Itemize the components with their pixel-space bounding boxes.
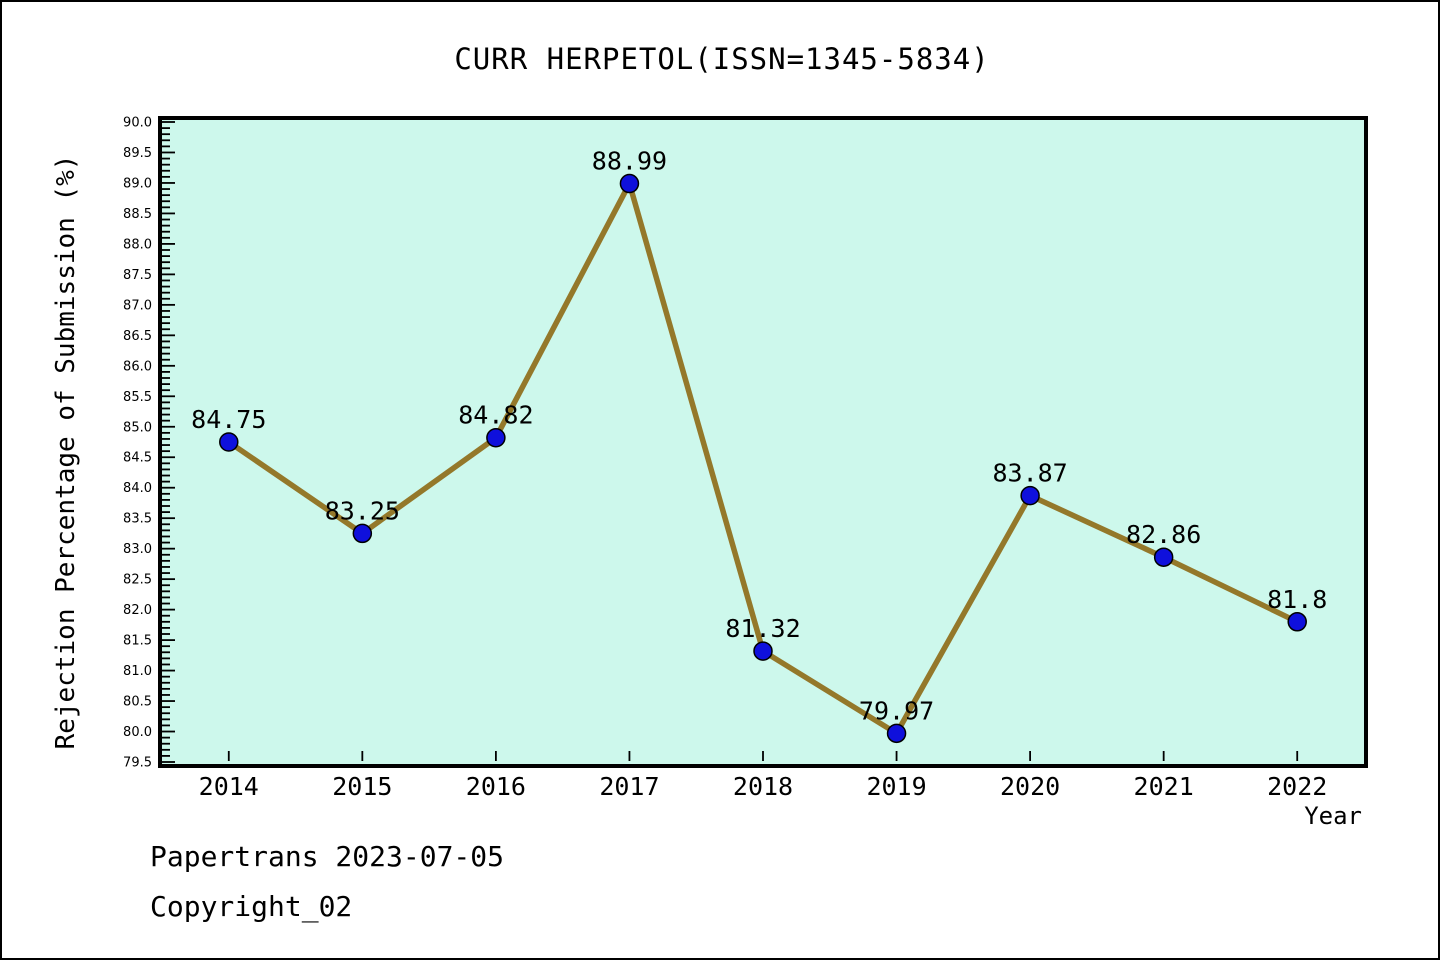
point-label: 83.25	[325, 496, 400, 525]
chart-title: CURR HERPETOL(ISSN=1345-5834)	[454, 42, 990, 76]
y-tick-label: 83.5	[123, 512, 152, 527]
y-tick-label: 80.5	[123, 695, 152, 710]
y-tick-label: 81.0	[123, 664, 152, 679]
y-tick-label: 90.0	[123, 116, 152, 131]
data-point	[1020, 485, 1040, 506]
plot-area	[158, 116, 1368, 768]
point-label: 81.8	[1267, 585, 1327, 614]
point-label: 84.75	[191, 405, 266, 434]
x-tick-label: 2022	[1267, 772, 1327, 801]
data-point	[1153, 547, 1174, 567]
y-tick-label: 85.5	[123, 390, 152, 405]
point-label: 84.82	[458, 401, 533, 430]
y-axis-label: Rejection Percentage of Submission (%)	[51, 155, 81, 750]
y-tick-label: 82.0	[123, 603, 152, 618]
x-tick-label: 2021	[1134, 772, 1194, 801]
point-label: 83.87	[992, 459, 1067, 488]
x-tick-label: 2016	[466, 772, 526, 801]
y-tick-label: 84.0	[123, 481, 152, 496]
data-point	[619, 173, 640, 194]
data-point	[486, 427, 506, 448]
footer-source-line: Papertrans 2023-07-05	[150, 840, 505, 873]
data-point	[1287, 612, 1307, 632]
point-label: 79.97	[859, 696, 934, 725]
y-tick-label: 80.0	[123, 725, 152, 740]
y-tick-label: 86.5	[123, 329, 152, 344]
point-label: 82.86	[1126, 520, 1201, 549]
y-tick-label: 88.5	[123, 207, 152, 222]
x-tick-label: 2014	[199, 772, 259, 801]
x-axis-label: Year	[1304, 802, 1362, 830]
x-tick-label: 2020	[1000, 772, 1060, 801]
data-point	[753, 641, 773, 661]
x-tick-label: 2017	[599, 772, 659, 801]
data-point	[886, 723, 907, 744]
footer-copyright-line: Copyright_02	[150, 890, 353, 923]
y-tick-label: 88.0	[123, 237, 152, 252]
y-tick-label: 89.0	[123, 176, 152, 191]
y-tick-label: 83.0	[123, 542, 152, 557]
data-point	[219, 432, 239, 452]
y-tick-label: 85.0	[123, 420, 152, 435]
x-tick-label: 2019	[866, 772, 926, 801]
y-tick-label: 84.5	[123, 451, 152, 466]
y-tick-label: 82.5	[123, 573, 152, 588]
x-tick-label: 2018	[733, 772, 793, 801]
y-tick-label: 86.0	[123, 359, 152, 374]
point-label: 88.99	[592, 147, 667, 176]
y-tick-label: 87.0	[123, 298, 152, 313]
y-tick-label: 81.5	[123, 634, 152, 649]
point-label: 81.32	[725, 614, 800, 643]
y-tick-label: 79.5	[123, 756, 152, 771]
y-tick-label: 89.5	[123, 146, 152, 161]
x-tick-label: 2015	[332, 772, 392, 801]
y-tick-label: 87.5	[123, 268, 152, 283]
data-point	[352, 523, 373, 544]
